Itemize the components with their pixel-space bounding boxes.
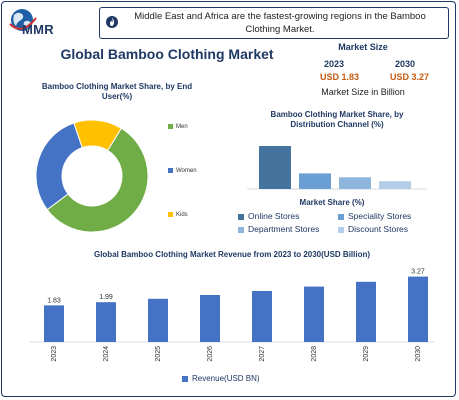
end-user-donut-chart	[35, 119, 149, 233]
revenue-tick-label: 2025	[155, 346, 162, 362]
legend-label: Women	[176, 168, 197, 175]
header-text: Middle East and Africa are the fastest-g…	[134, 11, 426, 35]
legend-label: Department Stores	[248, 224, 320, 234]
revenue-data-label: 1.99	[99, 294, 113, 301]
distribution-legend-item: Department Stores	[238, 224, 319, 234]
market-size-unit: Market Size in Billion	[321, 87, 405, 97]
legend-swatch	[168, 124, 173, 129]
market-size-year-start: 2023	[324, 59, 345, 69]
legend-label: Men	[176, 124, 188, 131]
revenue-bar	[252, 291, 272, 342]
distribution-bar	[339, 177, 371, 189]
flame-icon	[106, 16, 118, 28]
revenue-bar-chart: 1.83 2023 1.99 2024 2025 2026 2027 2028 2029 3.27…	[30, 269, 434, 362]
legend-swatch	[168, 212, 173, 217]
legend-swatch	[168, 168, 173, 173]
distribution-legend-item: Speciality Stores	[338, 211, 411, 221]
legend-label: Discount Stores	[348, 224, 408, 234]
end-user-legend-item: Women	[168, 168, 197, 174]
revenue-bar	[148, 298, 168, 342]
distribution-bar	[379, 181, 411, 189]
donut-slice-kids	[73, 119, 122, 152]
header-banner: Middle East and Africa are the fastest-g…	[99, 7, 449, 39]
legend-label: Kids	[176, 212, 188, 219]
revenue-chart-title: Global Bamboo Clothing Market Revenue fr…	[93, 250, 371, 259]
revenue-tick-label: 2024	[103, 346, 110, 362]
revenue-tick-label: 2030	[415, 346, 422, 362]
legend-swatch	[338, 213, 344, 220]
legend-label: Speciality Stores	[348, 211, 412, 221]
distribution-bar	[299, 173, 331, 189]
revenue-data-label: 3.27	[411, 269, 425, 276]
revenue-bar	[200, 295, 220, 342]
distribution-legend-item: Online Stores	[238, 211, 300, 221]
distribution-chart-title: Bamboo Clothing Market Share, by Distrib…	[270, 110, 404, 129]
market-size-value-end: USD 3.27	[390, 72, 430, 82]
revenue-tick-label: 2026	[207, 346, 214, 362]
end-user-legend-item: Kids	[168, 212, 188, 218]
market-size-year-end: 2030	[395, 59, 416, 69]
donut-slice-women	[35, 122, 83, 211]
revenue-legend-swatch	[182, 375, 188, 382]
revenue-data-label: 1.83	[47, 297, 61, 304]
distribution-bar	[259, 146, 291, 189]
end-user-chart-title: Bamboo Clothing Market Share, by End Use…	[41, 82, 193, 101]
legend-swatch	[338, 226, 344, 233]
logo: MMR	[8, 6, 68, 42]
revenue-bar	[44, 305, 64, 342]
revenue-tick-label: 2029	[363, 346, 370, 362]
revenue-bar	[96, 302, 116, 342]
end-user-legend-item: Men	[168, 124, 188, 130]
revenue-legend-label: Revenue(USD BN)	[192, 374, 260, 383]
revenue-tick-label: 2028	[311, 346, 318, 362]
distribution-legend-title: Market Share (%)	[299, 198, 365, 207]
globe-icon	[9, 9, 37, 31]
market-size-value-start: USD 1.83	[320, 72, 360, 82]
revenue-bar	[356, 281, 376, 342]
main-title: Global Bamboo Clothing Market	[60, 46, 274, 62]
market-size-title: Market Size	[338, 42, 388, 52]
revenue-legend: Revenue(USD BN)	[182, 374, 260, 383]
logo-text: MMR	[22, 22, 54, 37]
distribution-bar-chart	[247, 146, 427, 190]
revenue-tick-label: 2027	[259, 346, 266, 362]
legend-swatch	[238, 226, 244, 233]
legend-label: Online Stores	[248, 211, 300, 221]
donut-slice-men	[46, 127, 149, 233]
distribution-legend-item: Discount Stores	[338, 224, 408, 234]
revenue-tick-label: 2023	[51, 346, 58, 362]
legend-swatch	[238, 213, 244, 220]
revenue-bar	[304, 286, 324, 342]
revenue-bar	[408, 276, 428, 342]
